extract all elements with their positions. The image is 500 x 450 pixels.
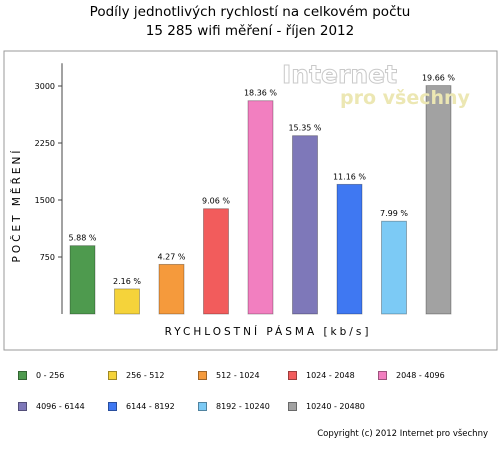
bar-8 — [381, 220, 407, 315]
data-labels: 5.88 % 2.16 % 4.27 % 9.06 % 18.36 % 15.35 % 11… — [69, 74, 456, 286]
y-tick-label: 1500 — [35, 196, 55, 205]
chart-title: Podíly jednotlivých rychlostí na celkové… — [89, 4, 411, 20]
bars — [69, 85, 452, 315]
copyright-text: Copyright (c) 2012 Internet pro všechny — [317, 429, 488, 439]
data-label-9: 19.66 % — [422, 74, 455, 83]
data-label-2: 2.16 % — [113, 277, 141, 286]
y-tick-label: 750 — [40, 253, 55, 262]
y-axis: 750 1500 2250 3000 — [35, 63, 63, 314]
data-label-7: 11.16 % — [333, 172, 366, 181]
data-label-6: 15.35 % — [288, 124, 321, 133]
data-label-5: 18.36 % — [244, 89, 277, 98]
bar-9 — [425, 85, 452, 315]
x-axis-label: RYCHLOSTNÍ PÁSMA [kb/s] — [165, 325, 372, 338]
y-axis-label: POČET MĚŘENÍ — [10, 148, 23, 263]
data-label-4: 9.06 % — [202, 197, 230, 206]
bar-3 — [158, 263, 185, 315]
y-tick-label: 2250 — [35, 139, 55, 148]
bar-6 — [292, 135, 318, 315]
data-label-8: 7.99 % — [380, 209, 408, 218]
bar-7 — [336, 183, 363, 315]
chart-title-block: Podíly jednotlivých rychlostí na celkové… — [0, 3, 500, 41]
chart-subtitle: 15 285 wifi měření - říjen 2012 — [145, 23, 355, 39]
bar-5 — [247, 100, 274, 315]
data-label-1: 5.88 % — [69, 234, 97, 243]
bar-4 — [203, 208, 229, 315]
data-label-3: 4.27 % — [158, 252, 186, 261]
bar-1 — [69, 245, 96, 315]
bar-2 — [114, 288, 140, 315]
y-tick-label: 3000 — [35, 82, 55, 91]
